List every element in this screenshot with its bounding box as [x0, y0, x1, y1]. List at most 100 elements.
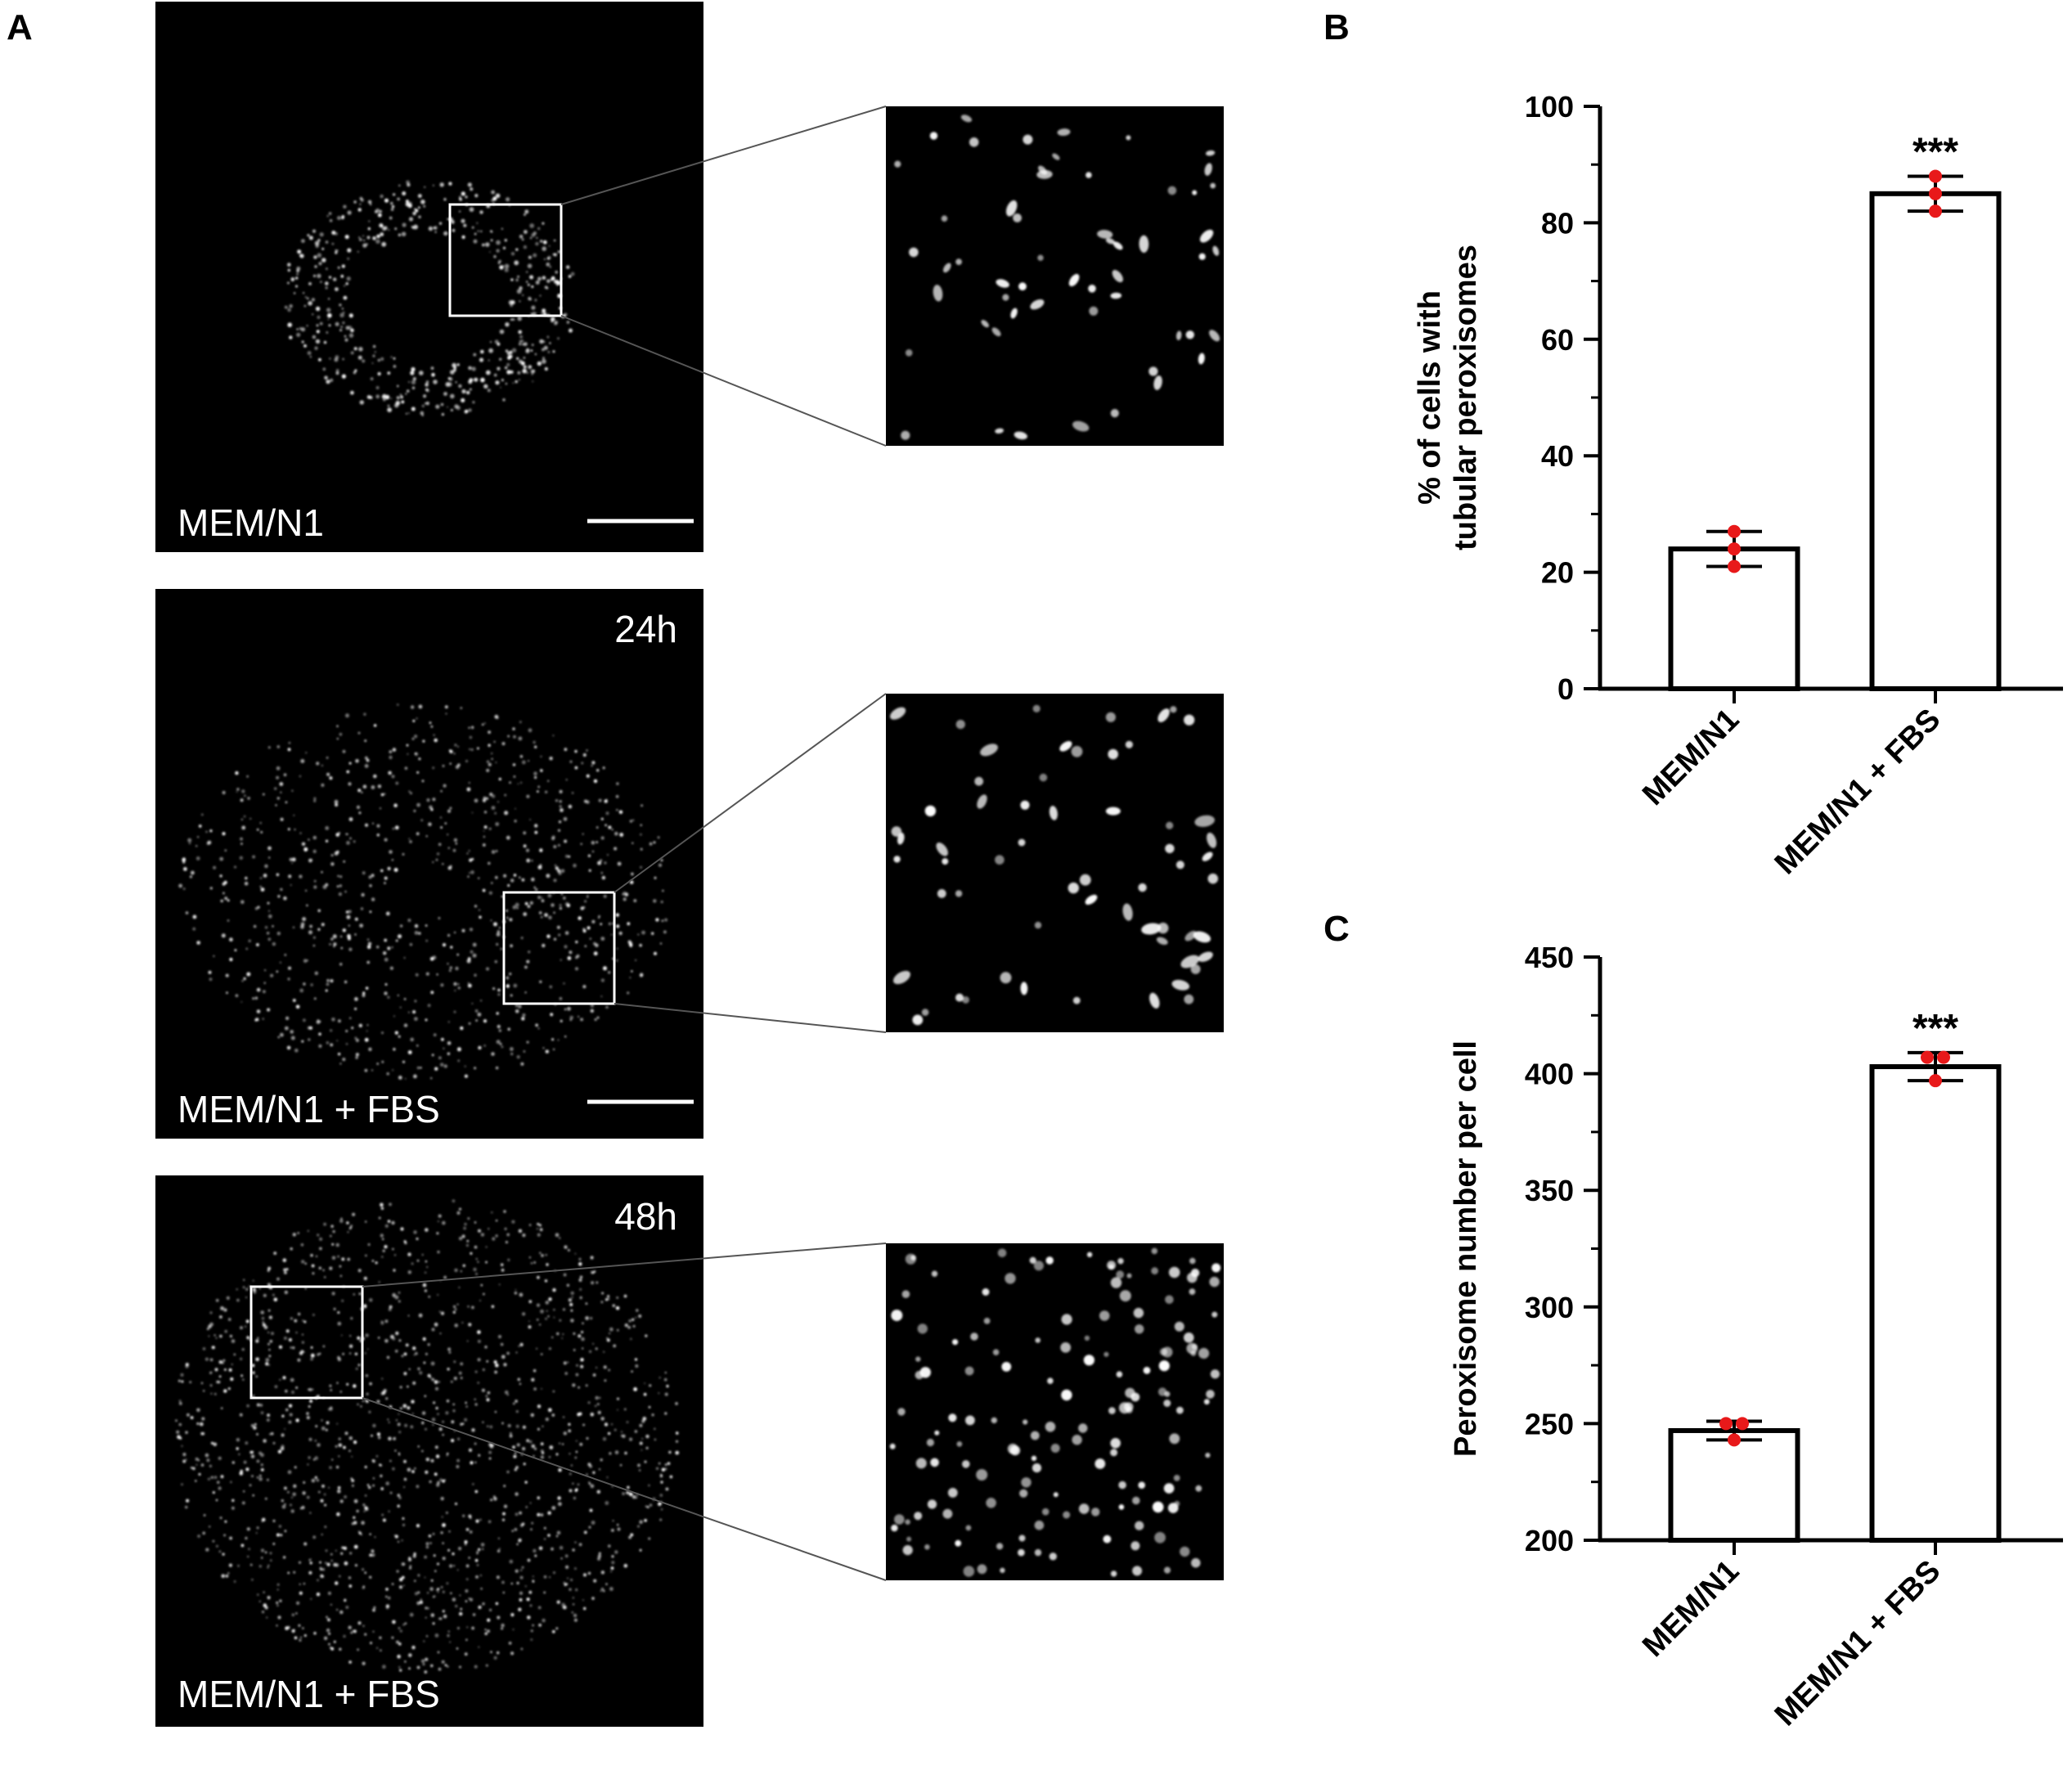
peroxisome-dot	[324, 1562, 327, 1565]
peroxisome-dot	[472, 401, 475, 404]
peroxisome-dot	[360, 198, 364, 202]
peroxisome-dot	[263, 793, 265, 796]
peroxisome-dot	[434, 231, 437, 233]
peroxisome-dot	[510, 252, 515, 256]
peroxisome-dot	[470, 726, 474, 730]
peroxisome-dot	[467, 983, 472, 988]
peroxisome-dot	[577, 1483, 580, 1486]
peroxisome-dot	[465, 760, 468, 762]
peroxisome-dot	[551, 317, 555, 321]
peroxisome-dot	[335, 803, 339, 807]
peroxisome-dot	[1059, 740, 1072, 752]
peroxisome-dot	[263, 1439, 267, 1443]
peroxisome-dot	[447, 382, 452, 387]
peroxisome-dot	[357, 789, 362, 793]
peroxisome-dot	[600, 978, 605, 982]
peroxisome-dot	[474, 1009, 479, 1013]
peroxisome-dot	[309, 1512, 312, 1514]
peroxisome-dot	[366, 758, 370, 762]
peroxisome-dot	[510, 879, 515, 883]
peroxisome-dot	[449, 749, 453, 754]
peroxisome-dot	[362, 991, 366, 995]
peroxisome-dot	[421, 1449, 424, 1453]
peroxisome-dot	[338, 1443, 343, 1448]
peroxisome-dot	[391, 775, 395, 779]
peroxisome-dot	[542, 943, 546, 948]
peroxisome-dot	[574, 766, 578, 770]
peroxisome-dot	[384, 394, 390, 400]
peroxisome-dot	[433, 734, 435, 736]
peroxisome-dot	[398, 1642, 402, 1646]
peroxisome-dot	[1110, 409, 1119, 418]
peroxisome-dot	[317, 1234, 320, 1237]
peroxisome-dot	[1141, 923, 1162, 935]
peroxisome-dot	[524, 1585, 527, 1588]
peroxisome-dot	[534, 745, 537, 748]
peroxisome-dot	[1165, 843, 1175, 854]
peroxisome-dot	[659, 1474, 663, 1478]
peroxisome-dot	[416, 1238, 419, 1240]
peroxisome-dot	[326, 1562, 330, 1566]
peroxisome-dot	[309, 1399, 313, 1403]
peroxisome-dot	[587, 1401, 591, 1404]
peroxisome-dot	[302, 1319, 304, 1322]
peroxisome-dot	[587, 854, 591, 857]
peroxisome-dot	[519, 781, 523, 784]
peroxisome-dot	[664, 1392, 668, 1396]
peroxisome-dot	[561, 1337, 564, 1339]
peroxisome-dot	[359, 400, 364, 405]
peroxisome-dot	[326, 1615, 328, 1619]
peroxisome-dot	[942, 858, 949, 865]
peroxisome-dot	[976, 1469, 988, 1481]
peroxisome-dot	[521, 760, 526, 765]
peroxisome-dot	[596, 1366, 598, 1369]
peroxisome-dot	[326, 982, 330, 986]
peroxisome-dot	[398, 233, 402, 236]
peroxisome-dot	[461, 398, 465, 402]
peroxisome-dot	[403, 998, 407, 1000]
peroxisome-dot	[308, 282, 312, 285]
peroxisome-dot	[209, 887, 213, 890]
peroxisome-dot	[240, 900, 245, 904]
peroxisome-dot	[391, 204, 395, 209]
peroxisome-dot	[453, 1010, 456, 1013]
peroxisome-dot	[317, 253, 322, 258]
peroxisome-dot	[333, 1640, 336, 1643]
peroxisome-dot	[364, 1037, 369, 1042]
peroxisome-dot	[596, 826, 599, 829]
peroxisome-dot	[567, 1006, 571, 1011]
peroxisome-dot	[466, 390, 470, 395]
peroxisome-dot	[646, 1506, 649, 1508]
peroxisome-dot	[268, 1355, 272, 1358]
peroxisome-dot	[353, 200, 357, 204]
peroxisome-dot	[429, 1587, 434, 1591]
peroxisome-dot	[267, 1596, 271, 1600]
peroxisome-dot	[507, 1027, 510, 1031]
peroxisome-dot	[518, 330, 522, 335]
peroxisome-dot	[222, 1362, 224, 1364]
peroxisome-dot	[243, 815, 246, 818]
peroxisome-dot	[492, 987, 496, 991]
peroxisome-dot	[540, 1309, 544, 1314]
peroxisome-dot	[476, 1564, 479, 1566]
peroxisome-dot	[588, 1464, 593, 1468]
peroxisome-dot	[397, 1654, 401, 1659]
peroxisome-dot	[645, 1434, 649, 1439]
peroxisome-dot	[528, 1256, 531, 1259]
peroxisome-dot	[339, 312, 344, 318]
peroxisome-dot	[563, 982, 565, 985]
peroxisome-dot	[220, 1306, 224, 1310]
peroxisome-dot	[551, 1629, 555, 1633]
peroxisome-dot	[538, 1546, 543, 1551]
peroxisome-dot	[1078, 1503, 1090, 1514]
peroxisome-dot	[552, 1390, 555, 1393]
peroxisome-dot	[518, 1229, 523, 1234]
peroxisome-dot	[284, 1530, 287, 1532]
peroxisome-dot	[582, 833, 584, 835]
peroxisome-dot	[417, 1591, 420, 1594]
peroxisome-dot	[306, 325, 308, 327]
peroxisome-dot	[426, 798, 430, 802]
peroxisome-dot	[1210, 182, 1216, 189]
peroxisome-dot	[565, 1565, 569, 1569]
peroxisome-dot	[914, 1512, 923, 1521]
